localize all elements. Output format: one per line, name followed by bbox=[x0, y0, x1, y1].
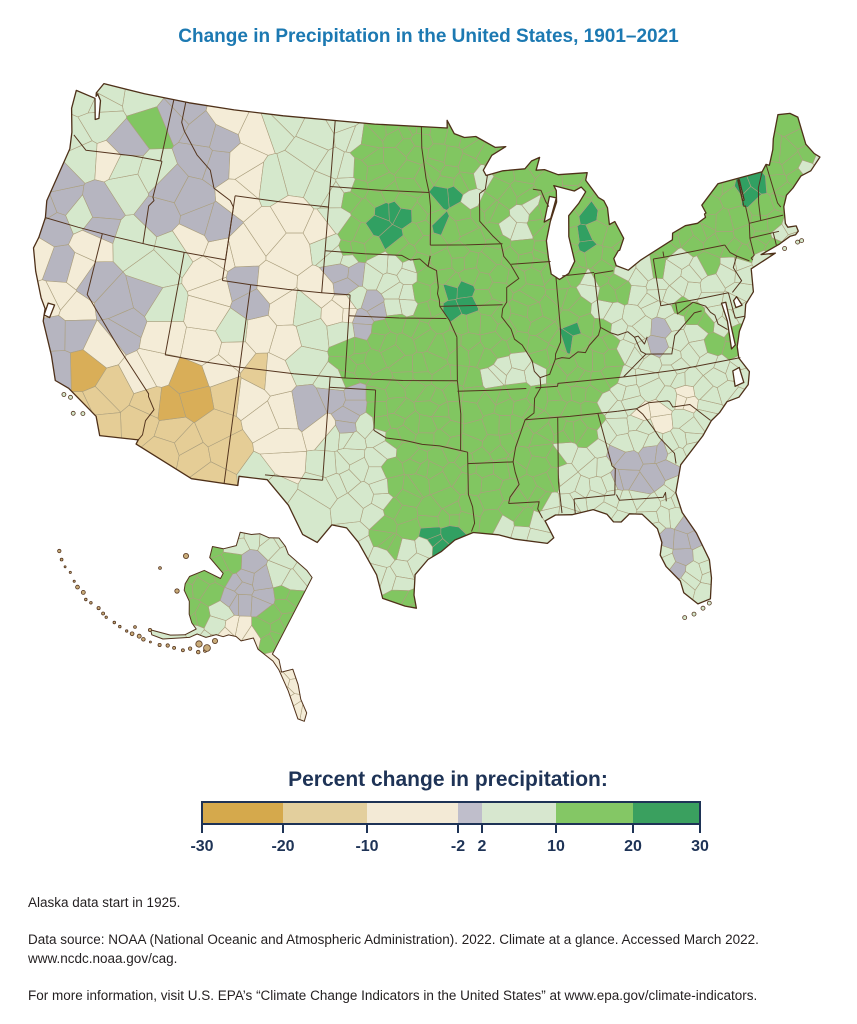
svg-text:10: 10 bbox=[547, 838, 565, 855]
svg-text:30: 30 bbox=[691, 838, 709, 855]
svg-text:-2: -2 bbox=[451, 838, 465, 855]
svg-text:Percent change in precipitatio: Percent change in precipitation: bbox=[288, 768, 608, 791]
svg-text:-10: -10 bbox=[355, 838, 378, 855]
svg-text:-20: -20 bbox=[271, 838, 294, 855]
svg-text:-30: -30 bbox=[190, 838, 213, 855]
svg-text:20: 20 bbox=[624, 838, 642, 855]
svg-text:2: 2 bbox=[478, 838, 487, 855]
